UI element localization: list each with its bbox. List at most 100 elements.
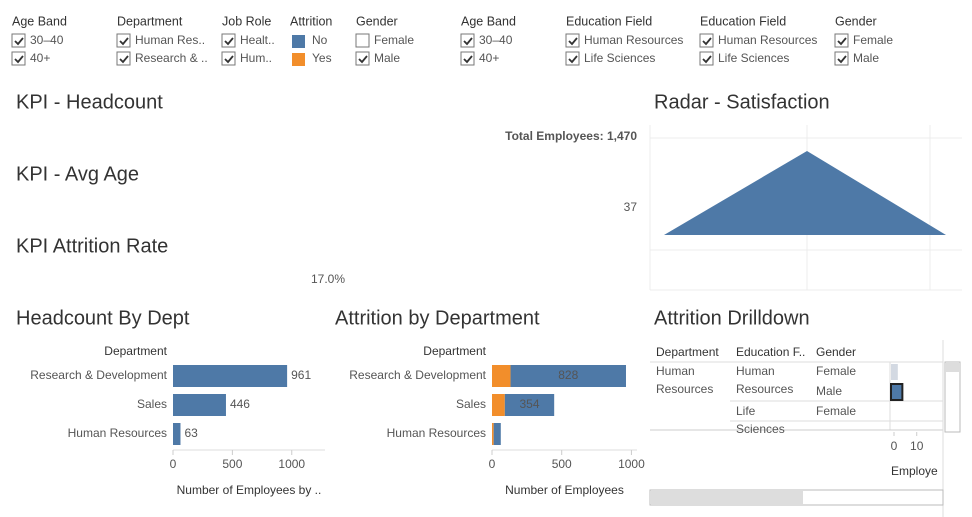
radar-label: 37 [624,200,638,214]
cell: Human Resources [736,364,793,396]
category-label: Human Resources [68,426,167,440]
checkmark [568,55,578,64]
bar[interactable] [891,364,898,380]
value-label: 446 [230,397,250,411]
category-label: Research & Development [349,368,486,382]
column-header: Department [656,345,719,359]
checkbox[interactable] [565,51,580,66]
filter-item: Human Resources [718,33,817,47]
bar [493,423,501,445]
filter-item: Life Sciences [718,51,789,65]
legend-label: No [312,33,328,47]
bar [510,365,626,387]
filter-item: Female [853,33,893,47]
kpi-title: KPI - Headcount [16,91,163,113]
checkbox[interactable] [355,51,370,66]
bar [492,394,505,416]
filter-item: Hum.. [240,51,272,65]
legend-swatch [292,35,305,48]
bar [492,365,511,387]
checkbox[interactable] [834,33,849,48]
bar [492,423,494,445]
checkbox[interactable] [565,33,580,48]
x-tick-label: 500 [222,457,242,471]
checkbox[interactable] [699,33,714,48]
legend-label: Yes [312,51,332,65]
value-label: 63 [184,426,198,440]
checkmark [14,55,24,64]
checkmark [224,37,234,46]
cell-line: Human [736,364,778,378]
kpi-title: KPI Attrition Rate [16,235,168,257]
category-label: Research & Development [30,368,167,382]
value-label: 354 [519,397,539,411]
bar [173,423,181,445]
radar-area [664,151,946,235]
checkbox[interactable] [834,51,849,66]
filter-title: Education Field [566,14,652,28]
checkbox[interactable] [116,33,131,48]
filter-item: 40+ [30,51,50,65]
filter-item: Female [374,33,414,47]
checkmark [568,37,578,46]
filter-item: Male [853,51,879,65]
y-header: Department [423,344,486,358]
chart-title: Attrition Drilldown [654,307,810,329]
cell-line: Human [656,364,698,378]
filter-item: Healt.. [240,33,275,47]
checkmark [702,37,712,46]
filter-title: Age Band [461,14,516,28]
filter-item: 30–40 [479,33,513,47]
checkmark [837,37,847,46]
checkmark [14,37,24,46]
category-label: Sales [137,397,167,411]
checkbox[interactable] [221,33,236,48]
checkbox[interactable] [355,33,370,48]
bar [173,365,288,387]
filter-item: Life Sciences [584,51,655,65]
cell-line: Resources [736,382,793,396]
filter-title: Gender [835,14,877,28]
cell: Female [816,404,856,418]
filter-title: Attrition [290,14,332,28]
checkmark [463,37,473,46]
category-label: Human Resources [387,426,486,440]
checkbox[interactable] [460,51,475,66]
checkbox[interactable] [460,33,475,48]
cell-line: Life [736,404,759,418]
checkmark [702,55,712,64]
filter-title: Job Role [222,14,271,28]
filter-item: Human Resources [584,33,683,47]
checkbox[interactable] [11,51,26,66]
column-header: Gender [816,345,856,359]
filter-title: Department [117,14,183,28]
checkbox[interactable] [11,33,26,48]
filter-item: 40+ [479,51,499,65]
checkmark [463,55,473,64]
bar[interactable] [890,383,904,401]
x-axis-label: Employe [891,464,938,478]
filter-title: Gender [356,14,398,28]
x-tick-label: 0 [170,457,177,471]
cell-line: Resources [656,382,713,396]
filter-item: Research & .. [135,51,208,65]
filter-item: Male [374,51,400,65]
checkmark [119,55,129,64]
cell: Life Sciences [736,404,785,436]
drilldown-frame [649,340,961,517]
bar [504,394,555,416]
x-axis-label: Number of Employees by .. [177,483,322,497]
kpi-value: 17.0% [311,272,345,286]
checkbox[interactable] [221,51,236,66]
cell: Male [816,384,842,398]
x-axis-label: Number of Employees [505,483,624,497]
x-tick-label: 0 [891,439,898,453]
chart-title: Radar - Satisfaction [654,91,830,113]
cell-line: Sciences [736,422,785,436]
filter-title: Age Band [12,14,67,28]
x-tick-label: 1000 [618,457,645,471]
checkbox[interactable] [116,51,131,66]
checkmark [119,37,129,46]
checkbox[interactable] [699,51,714,66]
x-tick-label: 10 [910,439,924,453]
